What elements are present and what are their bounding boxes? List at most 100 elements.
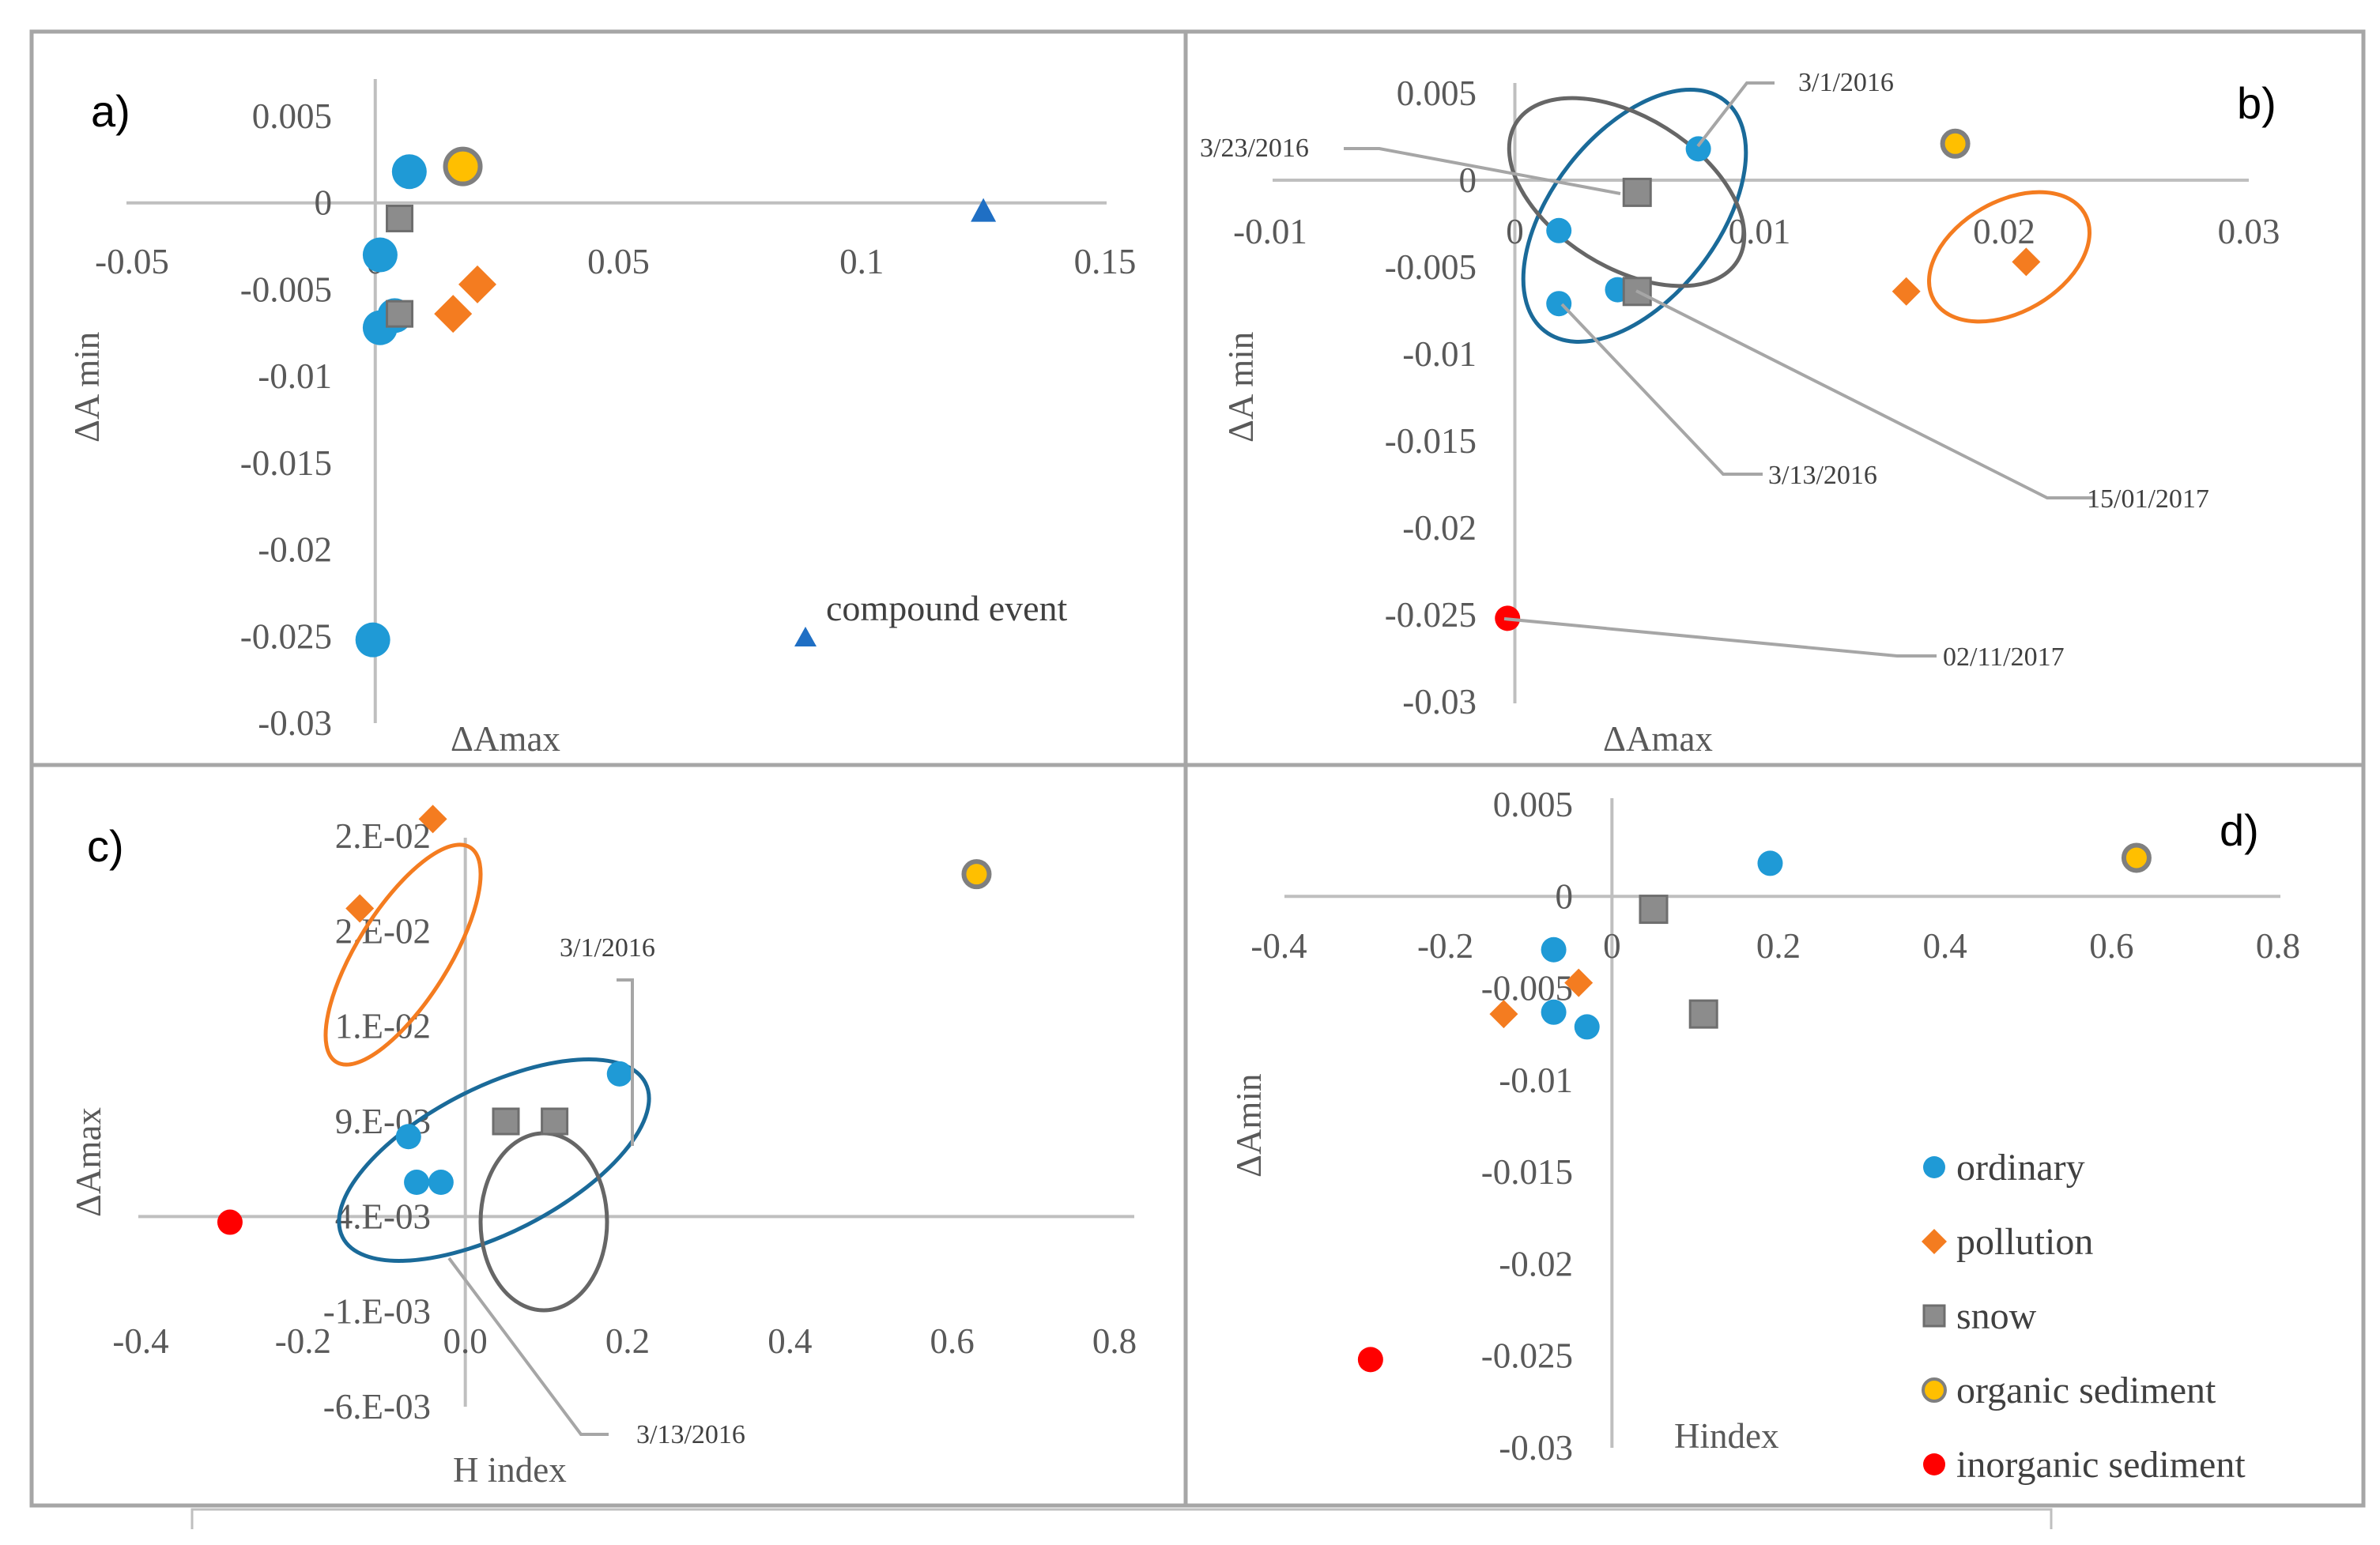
panel-d-ordinary-point-1 (1541, 936, 1567, 963)
legend-marker-pollution (1922, 1229, 1947, 1254)
panel-a-y-tick-0-01: -0.01 (258, 356, 332, 396)
legend-label-ordinary: ordinary (1956, 1147, 2085, 1189)
panel-d-ordinary-point-0 (1757, 850, 1783, 876)
compound-event-legend-label: compound event (826, 588, 1068, 628)
panel-c-x-tick-0-0: 0.0 (443, 1321, 488, 1361)
panel-b-snow-point-0 (1622, 177, 1652, 207)
annotation-b-3-1-2016: 3/1/2016 (1798, 68, 1894, 97)
legend-label-organic: organic sediment (1956, 1370, 2216, 1411)
panel-d: -0.4 -0.2 0 0.2 0.4 0.6 0.80.0050-0.005-0.01-0… (1250, 785, 2300, 1468)
panel-c-x-tick-0-4: 0.4 (768, 1321, 812, 1361)
panel-a-x-tick-0-15: 0.15 (1074, 242, 1137, 281)
panel-c-snow-point-1 (541, 1107, 569, 1136)
panel-a-y-tick-0-02: -0.02 (258, 530, 332, 570)
panel-d-organic-sediment-point-0 (2121, 842, 2152, 873)
panel-b-ordinary-point-1 (1546, 217, 1572, 243)
panel-b-y-tick-0-025: -0.025 (1385, 595, 1477, 635)
panel-a-y-tick-0-015: -0.015 (240, 443, 332, 483)
panel-a-y-tick-0: 0 (315, 183, 333, 223)
leader-b-3-13-2016 (1560, 303, 1763, 476)
panel-d-y-tick-0-02: -0.02 (1499, 1244, 1573, 1283)
panel-c-x-tick-0-6: 0.6 (930, 1321, 975, 1361)
panel-d-ordinary-point-3 (1574, 1014, 1600, 1040)
panel-b-x-tick-0-02: 0.02 (1973, 212, 2035, 251)
panel-a-ordinary-point-0 (391, 154, 427, 190)
figure-frame (29, 29, 2366, 1508)
panel-c-x-tick-0-2: -0.2 (275, 1321, 331, 1361)
panel-c-x-title: H index (453, 1450, 567, 1490)
panel-a: -0.0500.050.10.150.0050-0.005-0.01-0.015… (95, 79, 1136, 743)
panel-d-y-tick-0-025: -0.025 (1481, 1336, 1573, 1376)
panel-a-snow-point-1 (386, 300, 414, 328)
panel-d-y-tick-0-015: -0.015 (1481, 1152, 1573, 1192)
panel-b-y-tick-0-03: -0.03 (1402, 682, 1477, 722)
ellipse-c-ordinary (337, 1057, 651, 1263)
ellipse-c-pollution (323, 842, 483, 1067)
panel-b-y-tick-0-005: 0.005 (1397, 73, 1477, 113)
panel-a-y-tick-0-03: -0.03 (258, 703, 332, 743)
annotation-b-3-13-2016: 3/13/2016 (1768, 461, 1877, 490)
panel-c-ordinary-point-3 (428, 1170, 454, 1196)
leader-c-3-1-2016 (617, 978, 634, 1146)
panel-b-y-tick-0-005: -0.005 (1385, 247, 1477, 287)
panel-b-x-title: ΔAmax (1603, 719, 1713, 759)
panel-d-y-tick-0: 0 (1556, 876, 1574, 916)
legend-label-inorganic: inorganic sediment (1956, 1444, 2246, 1486)
legend-label-snow: snow (1956, 1295, 2037, 1337)
panel-b-y-title: ΔA min (1221, 332, 1261, 443)
ellipse-b-ordinary (1521, 88, 1748, 344)
panel-c-inorganic-sediment-point-0 (217, 1209, 243, 1235)
panel-c-pollution-point-0 (345, 894, 375, 923)
panel-c-y-tick-1-e-03: -1.E-03 (323, 1292, 431, 1332)
panel-d-ordinary-point-2 (1541, 999, 1567, 1025)
panel-a-x-tick-0-1: 0.1 (839, 242, 884, 281)
panel-c-x-tick-0-4: -0.4 (112, 1321, 168, 1361)
panel-c-snow-point-0 (492, 1107, 520, 1136)
ellipse-b-pollution (1927, 190, 2091, 324)
panel-b-y-tick-0: 0 (1459, 160, 1477, 200)
annotation-b-02-11-2017: 02/11/2017 (1943, 642, 2065, 672)
panel-c-y-title: ΔAmax (69, 1107, 108, 1217)
legend-label-pollution: pollution (1956, 1221, 2093, 1263)
panel-b-annotations (1344, 81, 2095, 658)
panel-b-ordinary-point-0 (1685, 136, 1711, 162)
panel-b-y-tick-0-01: -0.01 (1402, 334, 1477, 374)
panel-a-label: a) (91, 86, 130, 136)
panel-d-x-tick-0-8: 0.8 (2256, 926, 2300, 966)
panel-a-y-tick-0-025: -0.025 (240, 616, 332, 656)
panel-b-x-tick-0-01: -0.01 (1233, 212, 1307, 251)
panel-d-x-tick-0-2: -0.2 (1417, 926, 1473, 966)
panel-c-y-tick-6-e-03: -6.E-03 (323, 1387, 431, 1426)
panel-d-x-tick-0-4: 0.4 (1923, 926, 1967, 966)
panel-b-x-tick-0-03: 0.03 (2218, 212, 2280, 251)
panel-c-label: c) (87, 821, 124, 871)
panel-d-pollution-point-0 (1489, 1000, 1518, 1029)
panel-c-y-tick-1-e-02: 1.E-02 (335, 1007, 431, 1046)
annotation-b-3-23-2016: 3/23/2016 (1200, 134, 1309, 163)
panel-b-y-tick-0-02: -0.02 (1402, 508, 1477, 548)
panel-d-x-tick-0-4: -0.4 (1250, 926, 1307, 966)
panel-d-y-title: ΔAmin (1229, 1074, 1269, 1178)
panel-b: -0.01 0 0.01 0.02 0.03 0.005 0 -0.005 -0.01 -0.01… (1233, 73, 2280, 722)
panel-a-ordinary-point-4 (355, 622, 390, 658)
legend-marker-ordinary (1923, 1156, 1945, 1178)
panel-c-x-tick-0-2: 0.2 (605, 1321, 650, 1361)
panel-a-organic-sediment-point-0 (443, 146, 483, 187)
panel-d-y-tick-0-01: -0.01 (1499, 1061, 1573, 1100)
panel-b-pollution-point-1 (2012, 247, 2041, 277)
ellipse-b-snow (1507, 96, 1747, 288)
legend-marker-snow (1922, 1304, 1946, 1328)
panel-c-y-tick-4-e-03: 4.E-03 (335, 1196, 431, 1236)
panel-a-ordinary-point-1 (362, 237, 398, 273)
annotation-c-3-13-2016: 3/13/2016 (636, 1420, 745, 1449)
panel-a-snow-point-0 (386, 204, 414, 232)
panel-c-ordinary-point-2 (404, 1170, 430, 1196)
panel-d-x-title: Hindex (1674, 1416, 1778, 1456)
panel-a-pollution-point-1 (458, 265, 497, 303)
panel-c-y-tick-2-e-02: 2.E-02 (335, 911, 431, 951)
legend-marker-organic (1922, 1377, 1947, 1403)
panel-b-organic-sediment-point-0 (1940, 128, 1971, 159)
panel-d-label: d) (2220, 805, 2259, 855)
panel-b-y-tick-0-015: -0.015 (1385, 421, 1477, 461)
